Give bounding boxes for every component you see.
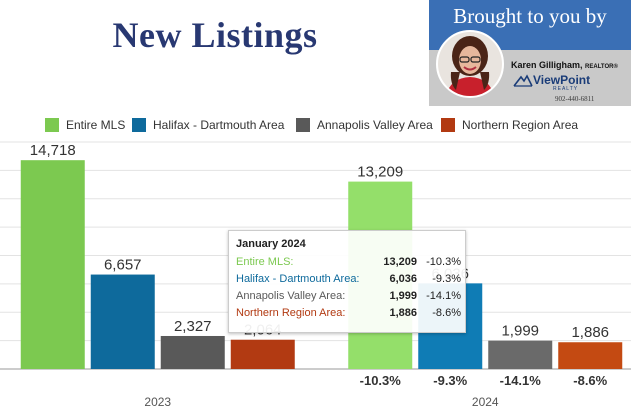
bar	[558, 342, 623, 369]
tooltip-row-northern-region: Northern Region Area: 1,886 -8.6%	[236, 307, 461, 321]
legend-item-annapolis-valley[interactable]: Annapolis Valley Area	[296, 118, 433, 134]
sponsor-headline: Brought to you by	[453, 4, 607, 28]
change-label: -14.1%	[500, 373, 542, 388]
brand-name: ViewPoint	[533, 73, 591, 87]
tooltip-change: -8.6%	[432, 307, 461, 319]
tooltip-value: 13,209	[383, 256, 417, 268]
tooltip-value: 1,999	[389, 290, 417, 302]
chart-legend: Entire MLS Halifax - Dartmouth Area Anna…	[0, 118, 631, 134]
change-label: -8.6%	[573, 373, 607, 388]
change-label: -9.3%	[433, 373, 467, 388]
bar	[20, 160, 85, 369]
agent-name-text: Karen Gilligham,	[511, 60, 583, 70]
x-tick-label: 2024	[472, 395, 499, 409]
change-label: -10.3%	[360, 373, 402, 388]
tooltip-label: Northern Region Area:	[236, 307, 346, 319]
chart-tooltip: January 2024 Entire MLS: 13,209 -10.3% H…	[228, 230, 466, 333]
tooltip-label: Halifax - Dartmouth Area:	[236, 273, 360, 285]
tooltip-change: -9.3%	[432, 273, 461, 285]
data-label: 1,999	[501, 323, 539, 340]
legend-swatch	[296, 118, 310, 132]
tooltip-value: 1,886	[389, 307, 417, 319]
legend-label: Northern Region Area	[462, 118, 579, 132]
tooltip-row-halifax-dartmouth: Halifax - Dartmouth Area: 6,036 -9.3%	[236, 273, 461, 287]
legend-item-entire-mls[interactable]: Entire MLS	[45, 118, 125, 134]
chart-title: New Listings	[112, 15, 318, 55]
tooltip-label: Annapolis Valley Area:	[236, 290, 346, 302]
legend-label: Entire MLS	[66, 118, 126, 132]
agent-photo	[436, 30, 504, 98]
data-label: 6,657	[104, 257, 142, 274]
tooltip-row-annapolis-valley: Annapolis Valley Area: 1,999 -14.1%	[236, 290, 461, 304]
agent-designation: REALTOR®	[585, 64, 618, 70]
x-tick-label: 2023	[144, 395, 171, 409]
tooltip-row-entire-mls: Entire MLS: 13,209 -10.3%	[236, 256, 461, 270]
agent-name: Karen Gilligham, REALTOR®	[511, 60, 631, 70]
data-label: 14,718	[30, 142, 76, 159]
legend-item-northern-region[interactable]: Northern Region Area	[441, 118, 578, 134]
legend-label: Annapolis Valley Area	[317, 118, 433, 132]
brand-subtitle: REALTY	[553, 86, 579, 92]
tooltip-change: -10.3%	[426, 256, 461, 268]
bar	[90, 274, 155, 369]
bar	[160, 335, 225, 369]
agent-phone: 902-440-6811	[555, 95, 595, 103]
tooltip-label: Entire MLS:	[236, 256, 294, 268]
legend-swatch	[132, 118, 146, 132]
legend-swatch	[441, 118, 455, 132]
tooltip-change: -14.1%	[426, 290, 461, 302]
legend-swatch	[45, 118, 59, 132]
data-label: 2,327	[174, 318, 212, 335]
sponsor-banner[interactable]: Brought to you by Karen Gilligham, REALT…	[429, 0, 631, 106]
tooltip-title: January 2024	[236, 238, 306, 250]
bar	[230, 339, 295, 369]
data-label: 13,209	[357, 164, 403, 181]
viewpoint-logo-icon	[513, 74, 533, 87]
legend-label: Halifax - Dartmouth Area	[153, 118, 285, 132]
bar	[488, 340, 553, 369]
tooltip-value: 6,036	[389, 273, 417, 285]
legend-item-halifax-dartmouth[interactable]: Halifax - Dartmouth Area	[132, 118, 284, 134]
data-label: 1,886	[571, 324, 609, 341]
